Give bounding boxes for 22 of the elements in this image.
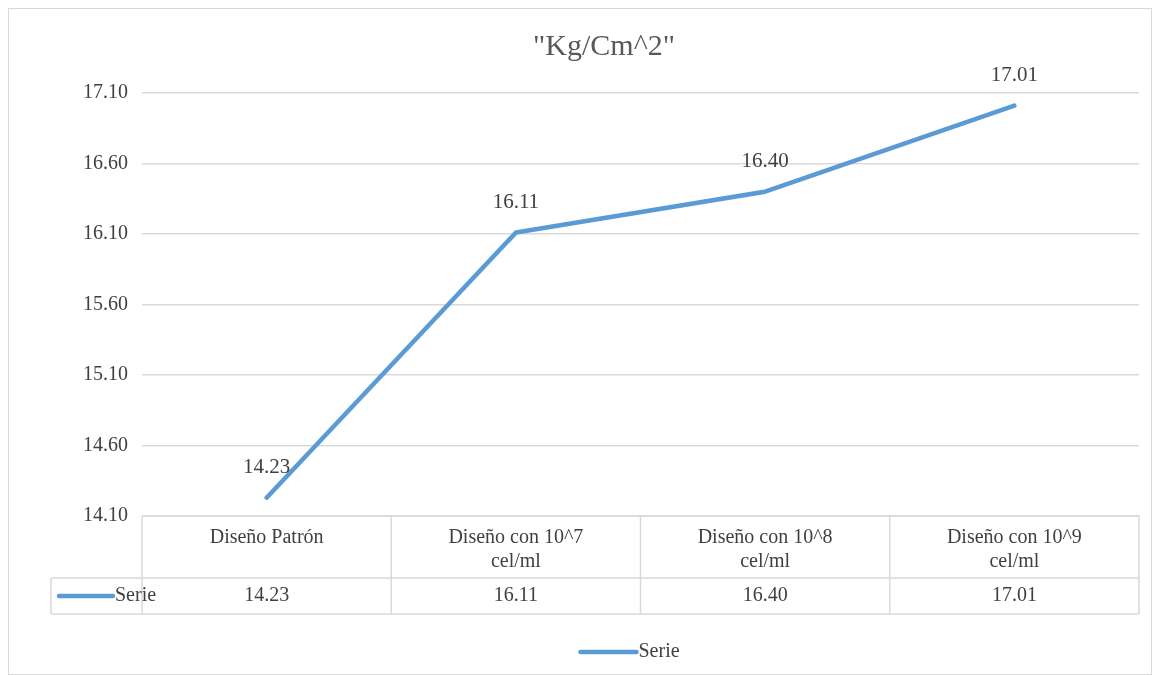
data-label: 14.23 [244,583,290,606]
text: 14.23 [243,453,291,478]
text: Serie [638,639,680,662]
y-tick-label: 17.10 [83,80,128,103]
y-tick-label: 15.10 [83,362,128,385]
text: 16.40 [741,147,789,172]
y-tick-label: 14.10 [83,503,128,526]
data-label: 16.40 [742,583,788,606]
chart-title: "Kg/Cm^2" [533,27,675,61]
data-label: 17.01 [991,583,1037,606]
text: 16.11 [492,188,540,213]
data-label: 16.11 [493,583,539,606]
x-tick-label: Diseño con 10^9 cel/ml [946,525,1082,572]
x-tick-label: Diseño Patrón [209,525,324,548]
y-tick-label: 14.60 [83,432,128,455]
x-tick-label: Diseño con 10^7 cel/ml [448,525,584,572]
text: 17.01 [990,61,1038,86]
y-tick-label: 16.60 [83,150,128,173]
legend-label: Serie [115,583,157,606]
y-tick-label: 16.10 [83,221,128,244]
y-tick-label: 15.60 [83,291,128,314]
x-tick-label: Diseño con 10^8 cel/ml [697,525,833,572]
